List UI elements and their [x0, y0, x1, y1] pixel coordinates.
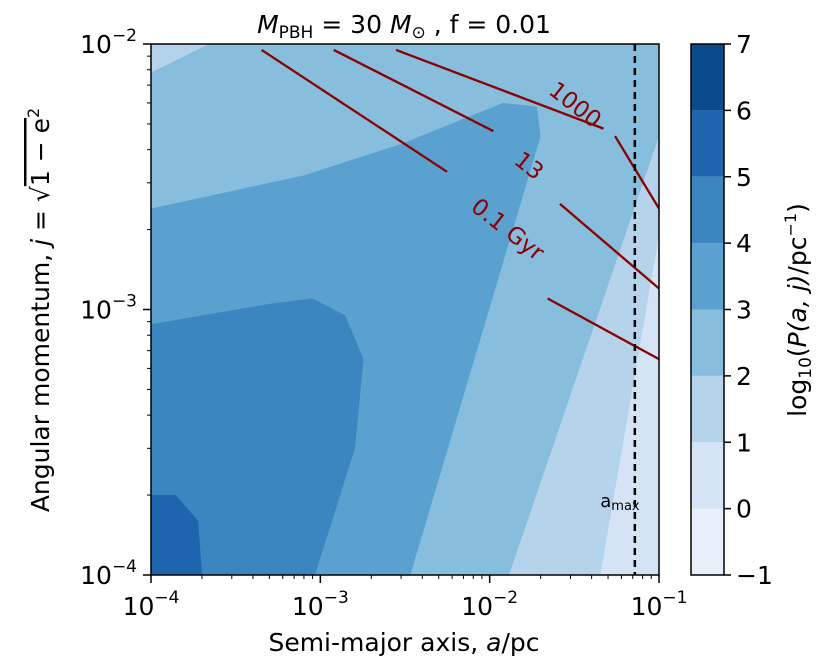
- colorbar-swatch: [691, 44, 724, 111]
- colorbar-swatch: [691, 309, 724, 376]
- merger-time-line: [333, 48, 494, 133]
- merger-time-line: [614, 135, 659, 210]
- y-axis-label: Angular momentum, j = √1 − e2: [24, 108, 55, 512]
- x-tick-label: 10−3: [292, 588, 349, 621]
- contour-region: [151, 495, 202, 575]
- x-tick-label: 10−2: [461, 588, 518, 621]
- colorbar-swatch: [691, 442, 724, 509]
- chart-title: MPBH = 30 M⊙ , f = 0.01: [257, 10, 551, 43]
- y-tick-label: 10−2: [80, 26, 137, 59]
- merger-time-line: [260, 48, 448, 173]
- colorbar-swatch: [691, 508, 724, 575]
- colorbar-swatch: [691, 243, 724, 310]
- colorbar-tick-label: 3: [736, 296, 752, 325]
- y-tick-label: 10−4: [80, 557, 137, 590]
- x-axis: 10−4 10−3 10−2 10−1: [123, 575, 688, 621]
- contour-region: [151, 298, 364, 575]
- colorbar-swatch: [691, 375, 724, 443]
- amax-label: amax: [600, 491, 640, 514]
- x-tick-label: 10−1: [631, 588, 688, 621]
- x-tick-label: 10−4: [123, 588, 180, 621]
- contour-region: [151, 44, 209, 73]
- merger-time-line: [547, 297, 659, 361]
- x-axis-label: Semi-major axis, a/pc: [268, 628, 539, 657]
- y-tick-label: 10−3: [80, 292, 137, 325]
- colorbar: −1 0 1 2 3 4 5 6 7: [690, 30, 773, 590]
- colorbar-swatch: [691, 176, 724, 244]
- colorbar-tick-label: 2: [736, 362, 752, 391]
- colorbar-label: log10(P(a, j)/pc−1): [781, 203, 816, 417]
- colorbar-tick-label: 4: [736, 229, 752, 258]
- merger-time-line: [395, 48, 604, 130]
- colorbar-tick-label: −1: [736, 561, 773, 590]
- colorbar-tick-label: 0: [736, 495, 752, 524]
- colorbar-tick-label: 5: [736, 163, 752, 192]
- colorbar-tick-label: 7: [736, 30, 752, 59]
- colorbar-tick-label: 1: [736, 428, 752, 457]
- merger-time-line: [559, 202, 659, 290]
- colorbar-swatch: [691, 110, 724, 177]
- y-axis: 10−4 10−3 10−2: [80, 26, 151, 590]
- colorbar-tick-label: 6: [736, 96, 752, 125]
